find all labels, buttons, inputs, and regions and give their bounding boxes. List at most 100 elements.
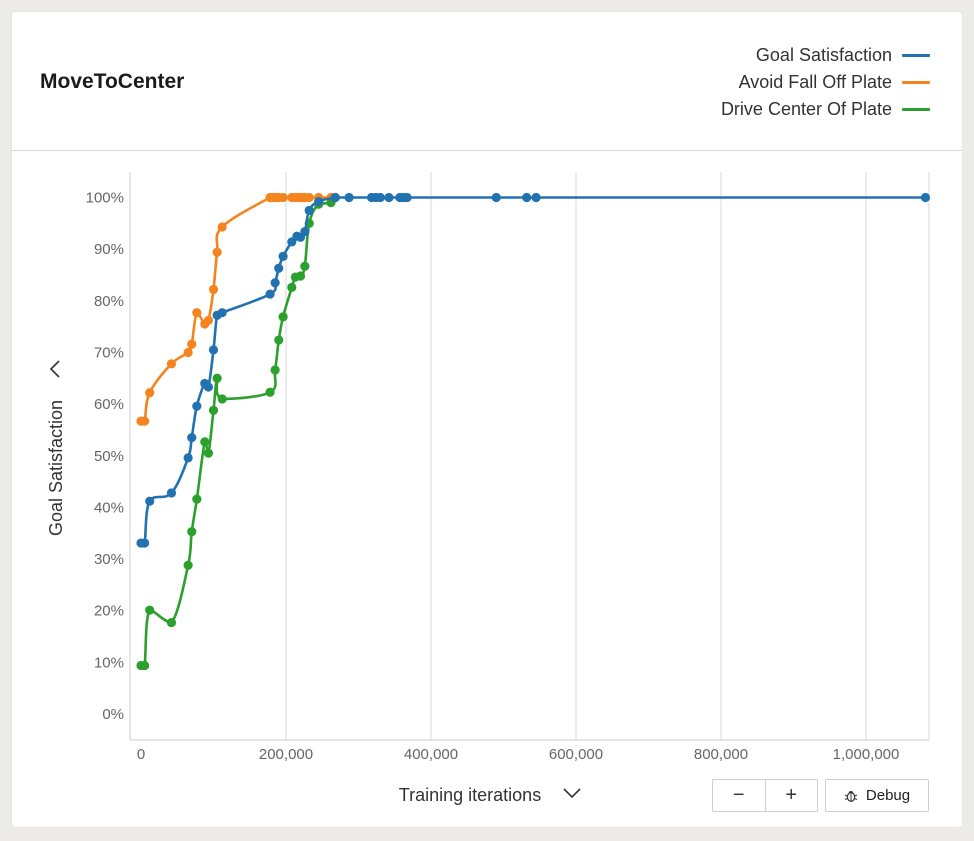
data-point[interactable] xyxy=(274,263,284,273)
data-point[interactable] xyxy=(166,617,177,628)
y-axis-chevron-down-icon[interactable] xyxy=(49,360,60,378)
legend-label: Avoid Fall Off Plate xyxy=(738,72,892,92)
data-point[interactable] xyxy=(212,373,222,383)
data-point[interactable] xyxy=(183,453,193,463)
debug-label: Debug xyxy=(865,787,911,804)
x-axis-chevron-down-icon[interactable] xyxy=(563,788,581,799)
y-axis-label[interactable]: Goal Satisfaction xyxy=(46,400,66,536)
data-point[interactable] xyxy=(287,282,297,292)
legend-swatch-goal xyxy=(902,54,930,57)
data-point[interactable] xyxy=(140,416,150,426)
data-point[interactable] xyxy=(208,405,219,415)
data-point[interactable] xyxy=(314,197,324,207)
data-point[interactable] xyxy=(217,222,227,232)
x-tick-label: 0 xyxy=(137,746,145,763)
legend-label: Drive Center Of Plate xyxy=(720,99,892,119)
bug-icon xyxy=(844,790,858,802)
legend-label: Goal Satisfaction xyxy=(755,45,892,65)
data-point[interactable] xyxy=(203,448,214,458)
data-point[interactable] xyxy=(187,527,197,537)
data-point[interactable] xyxy=(208,345,219,355)
data-point[interactable] xyxy=(920,192,931,203)
data-point[interactable] xyxy=(384,192,394,203)
data-point[interactable] xyxy=(200,437,210,447)
data-point[interactable] xyxy=(187,433,197,443)
legend-item-drive-center-of-plate[interactable]: Drive Center Of Plate xyxy=(721,98,930,121)
x-tick-label: 200,000 xyxy=(259,746,313,763)
data-point[interactable] xyxy=(212,247,222,257)
data-point[interactable] xyxy=(344,192,354,203)
legend-item-goal-satisfaction[interactable]: Goal Satisfaction xyxy=(756,44,930,67)
data-point[interactable] xyxy=(304,205,314,216)
data-point[interactable] xyxy=(183,347,193,358)
y-tick-label: 50% xyxy=(94,448,124,465)
chart-card: MoveToCenter Goal Satisfaction Avoid Fal… xyxy=(12,12,962,827)
data-point[interactable] xyxy=(491,192,501,203)
y-tick-label: 100% xyxy=(86,190,124,207)
x-tick-label: 1,000,000 xyxy=(833,746,900,763)
data-point[interactable] xyxy=(295,271,306,281)
data-point[interactable] xyxy=(265,289,275,299)
x-axis-label[interactable]: Training iterations xyxy=(399,785,541,805)
y-tick-label: 90% xyxy=(94,241,124,258)
data-point[interactable] xyxy=(304,192,314,203)
chart-title: MoveToCenter xyxy=(40,70,185,93)
data-point[interactable] xyxy=(140,660,150,671)
x-tick-label: 800,000 xyxy=(694,746,748,763)
y-tick-label: 20% xyxy=(94,603,124,620)
data-point[interactable] xyxy=(278,251,288,261)
series-goal-satisfaction xyxy=(136,192,931,548)
zoom-controls: − + xyxy=(712,779,818,812)
data-point[interactable] xyxy=(192,494,202,504)
data-point[interactable] xyxy=(531,192,541,203)
y-tick-label: 60% xyxy=(94,396,124,413)
legend: Goal Satisfaction Avoid Fall Off Plate D… xyxy=(721,44,930,121)
data-point[interactable] xyxy=(278,192,288,203)
y-tick-label: 0% xyxy=(102,706,124,723)
data-point[interactable] xyxy=(145,388,155,398)
y-tick-label: 40% xyxy=(94,499,124,516)
data-point[interactable] xyxy=(203,315,214,326)
card-header: MoveToCenter Goal Satisfaction Avoid Fal… xyxy=(12,12,962,151)
data-point[interactable] xyxy=(278,312,288,322)
data-point[interactable] xyxy=(217,308,227,318)
data-point[interactable] xyxy=(265,387,275,397)
data-point[interactable] xyxy=(300,261,310,271)
data-point[interactable] xyxy=(192,308,202,318)
data-point[interactable] xyxy=(300,226,310,237)
y-tick-label: 10% xyxy=(94,654,124,671)
data-point[interactable] xyxy=(270,278,280,288)
data-point[interactable] xyxy=(522,192,532,203)
y-tick-label: 30% xyxy=(94,551,124,568)
data-point[interactable] xyxy=(203,382,214,392)
series-avoid-fall-off-plate xyxy=(136,192,336,426)
data-point[interactable] xyxy=(166,359,177,369)
legend-swatch-avoid xyxy=(902,81,930,84)
data-point[interactable] xyxy=(187,339,197,349)
data-point[interactable] xyxy=(217,394,227,404)
data-point[interactable] xyxy=(375,192,385,203)
zoom-in-button[interactable]: + xyxy=(764,780,818,811)
data-point[interactable] xyxy=(208,284,219,295)
data-point[interactable] xyxy=(274,335,284,345)
series-drive-center-of-plate xyxy=(136,192,340,671)
data-point[interactable] xyxy=(270,365,280,375)
data-point[interactable] xyxy=(145,605,155,615)
data-point[interactable] xyxy=(145,496,155,506)
y-tick-label: 70% xyxy=(94,344,124,361)
data-point[interactable] xyxy=(140,538,150,548)
x-tick-label: 600,000 xyxy=(549,746,603,763)
y-tick-label: 80% xyxy=(94,293,124,310)
data-point[interactable] xyxy=(183,560,193,570)
legend-item-avoid-fall-off-plate[interactable]: Avoid Fall Off Plate xyxy=(739,71,930,94)
data-point[interactable] xyxy=(192,401,202,411)
x-tick-label: 400,000 xyxy=(404,746,458,763)
legend-swatch-drive xyxy=(902,108,930,111)
data-point[interactable] xyxy=(402,192,412,203)
series-line-goal-satisfaction xyxy=(141,196,926,545)
data-point[interactable] xyxy=(166,488,177,498)
data-point[interactable] xyxy=(330,192,340,203)
debug-button[interactable]: Debug xyxy=(825,779,929,812)
zoom-out-button[interactable]: − xyxy=(732,784,745,806)
